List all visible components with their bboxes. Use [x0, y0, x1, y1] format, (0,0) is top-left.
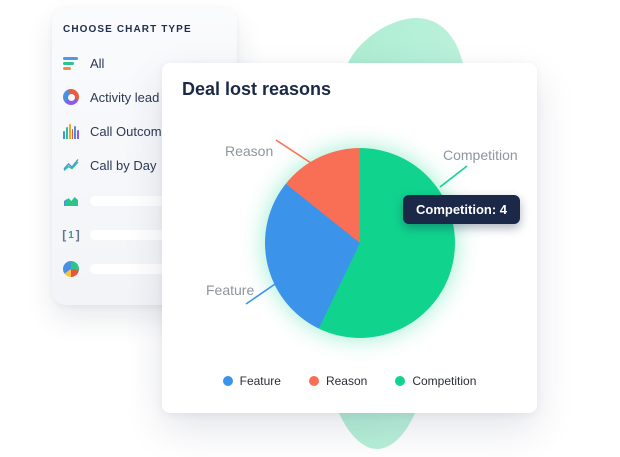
area-chart-icon — [63, 193, 79, 209]
skeleton-text-bar — [90, 264, 216, 274]
legend-dot — [308, 376, 319, 386]
slice-label-competition: Competition — [443, 147, 518, 163]
bar-chart-icon — [63, 123, 79, 139]
legend-dot — [222, 376, 233, 386]
sidebar-item-call-by-day[interactable]: Call by Day — [63, 155, 156, 175]
deal-lost-reasons-card: Deal lost reasons Reason Competition Fea… — [162, 63, 537, 413]
sidebar-item-label: Call Outcom — [90, 123, 162, 139]
legend-dot — [395, 376, 406, 386]
sidebar-item-skeleton-pie[interactable] — [63, 259, 216, 279]
sidebar-item-skeleton-area[interactable] — [63, 191, 216, 211]
sidebar-item-label: Activity lead — [90, 89, 160, 105]
chart-legend: Feature Reason Competition — [162, 374, 537, 388]
sidebar-item-skeleton-number[interactable]: [1] — [62, 225, 216, 245]
pie-chart[interactable] — [265, 148, 455, 338]
sidebar-item-label: Call by Day — [90, 157, 157, 173]
slice-label-reason: Reason — [225, 143, 274, 159]
legend-item-competition[interactable]: Competition — [395, 374, 476, 388]
donut-chart-icon — [63, 89, 79, 105]
sidebar-title: CHOOSE CHART TYPE — [63, 24, 192, 35]
chart-title: Deal lost reasons — [182, 79, 332, 99]
sidebar-item-label: All — [90, 55, 105, 71]
filter-bars-icon — [63, 55, 79, 71]
sidebar-item-activity-lead[interactable]: Activity lead — [63, 87, 159, 107]
slice-label-feature: Feature — [206, 282, 255, 298]
skeleton-text-bar — [90, 230, 216, 240]
numeric-brackets-icon: [1] — [62, 228, 80, 242]
legend-item-reason[interactable]: Reason — [308, 374, 367, 388]
reason-leader-line — [275, 139, 315, 166]
line-chart-icon — [63, 157, 79, 173]
competition-leader-line — [439, 165, 468, 188]
sidebar-item-all[interactable]: All — [63, 53, 104, 73]
chart-tooltip: Competition: 4 — [403, 195, 520, 224]
pie-chart-icon — [63, 261, 79, 277]
legend-item-feature[interactable]: Feature — [222, 374, 281, 388]
skeleton-text-bar — [90, 196, 216, 206]
sidebar-item-call-outcome[interactable]: Call Outcom — [63, 121, 162, 141]
